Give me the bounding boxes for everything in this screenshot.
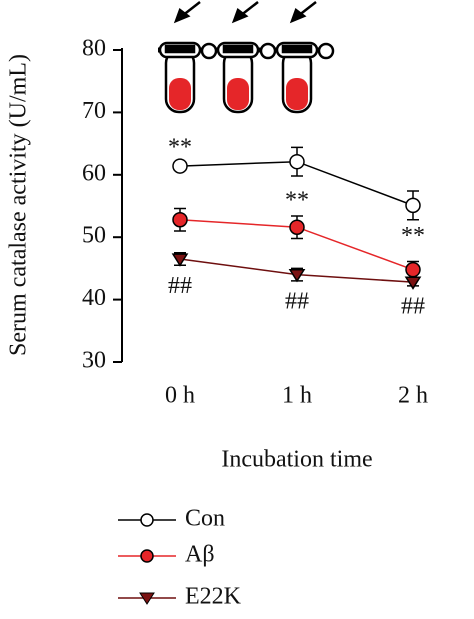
y-tick-label: 60 (82, 160, 106, 186)
annotation: ** (168, 134, 192, 160)
x-tick-label: 1 h (282, 383, 312, 409)
legend-marker (140, 513, 154, 527)
marker (404, 276, 422, 290)
legend-label: Con (185, 506, 225, 532)
y-axis-label: Serum catalase activity (U/mL) (6, 54, 32, 356)
y-tick-label: 30 (82, 348, 106, 374)
marker (172, 211, 188, 228)
legend-label: Aβ (185, 542, 215, 568)
annotation: ## (401, 293, 425, 319)
y-tick-label: 50 (82, 223, 106, 249)
legend-marker (140, 549, 154, 563)
x-tick-label: 2 h (398, 383, 428, 409)
marker (289, 219, 305, 235)
legend-label: E22K (185, 584, 242, 610)
tube-illustration (158, 1, 335, 114)
marker (405, 261, 421, 278)
y-tick-label: 40 (82, 285, 106, 311)
x-axis-label: Incubation time (221, 447, 372, 473)
legend-marker (139, 592, 155, 605)
marker (172, 158, 188, 174)
marker (171, 253, 189, 267)
marker (405, 197, 421, 214)
annotation: ** (285, 187, 309, 213)
x-tick-label: 0 h (165, 383, 195, 409)
annotation: ## (168, 273, 192, 299)
marker (289, 153, 305, 170)
marker (288, 268, 306, 283)
y-tick-label: 80 (82, 36, 106, 62)
y-tick-label: 70 (82, 98, 106, 124)
annotation: ## (285, 288, 309, 314)
annotation: ** (401, 223, 425, 249)
